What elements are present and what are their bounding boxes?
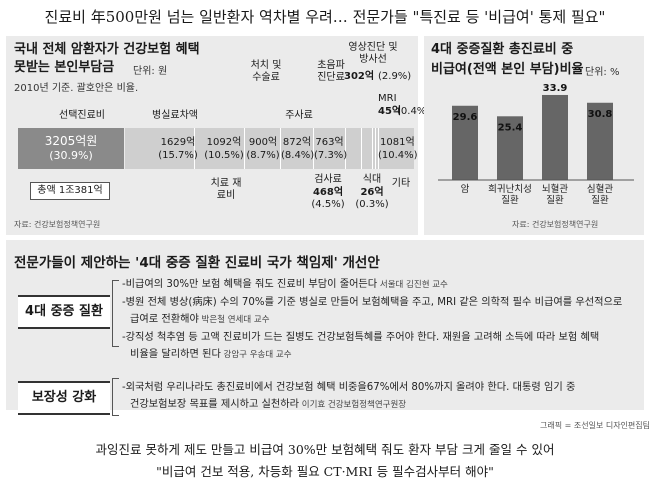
category-label: 희귀난치성	[488, 183, 532, 195]
bar-뇌혈관 질환	[542, 94, 568, 180]
proposal-item: -강직성 척추염 등 고액 진료비가 드는 질병도 건강보험특혜를 주어야 한다…	[122, 332, 600, 343]
total-box: 총액 1조381억	[30, 182, 110, 200]
proposal-item: 급여로 전환해야 박은철 연세대 교수	[130, 314, 270, 325]
value-label-초음파진단료: 763억	[315, 137, 344, 148]
category-label: 뇌혈관	[542, 183, 568, 195]
box-보장성강화: 보장성 강화	[18, 381, 110, 415]
category-label-초음파진단료: 초음파 진단료	[317, 60, 345, 83]
proposal-title: 전문가들이 제안하는 '4대 중증 질환 진료비 국가 책임제' 개선안	[14, 255, 380, 271]
percent-label-영상진단및방사선: (2.9%)	[378, 71, 412, 82]
headline: 진료비 年500만원 넘는 일반환자 역차별 우려… 전문가들 "특진료 등 '…	[44, 8, 606, 26]
bar-divider	[280, 128, 281, 169]
percent-label-식대: (0.3%)	[355, 199, 389, 210]
category-label: 암	[461, 183, 470, 195]
value-label-기타: 1081억	[380, 137, 415, 148]
value-label-암: 29.6	[453, 112, 478, 123]
right-chart-source: 자료: 건강보험정책연구원	[512, 220, 599, 229]
proposal-item: -병원 전체 병상(病床) 수의 70%를 기준 병실로 만들어 보험혜택을 주…	[122, 297, 623, 308]
category-label-영상진단및방사선: 영상진단 및 방사선	[348, 42, 398, 65]
category-label: 심혈관	[587, 183, 613, 195]
bar-segment-rest	[125, 128, 414, 169]
proposal-items-1: -비급여의 30%만 보험 혜택을 줘도 진료비 부담이 줄어든다 서울대 김진…	[122, 276, 640, 364]
right-chart-unit: 단위: %	[585, 67, 620, 78]
bar-divider	[372, 128, 373, 169]
proposal-item: -외국처럼 우리나라도 총진료비에서 건강보험 혜택 비중을67%에서 80%까…	[122, 382, 576, 393]
bar-segment-선택진료비	[18, 128, 124, 169]
category-label: 질환	[591, 194, 609, 206]
bar-divider	[244, 128, 245, 169]
bar-암	[452, 105, 478, 180]
category-label-처치및수술료: 처치 및 수술료	[250, 60, 282, 83]
bar-divider	[194, 128, 195, 169]
percent-label-병실료차액: (15.7%)	[158, 150, 198, 161]
percent-label-검사료: (4.5%)	[311, 199, 345, 210]
subheadline-1: 과잉진료 못하게 제도 만들고 비급여 30%만 보험혜택 줘도 환자 부담 크…	[95, 442, 555, 457]
value-label-병실료차액: 1629억	[160, 137, 196, 148]
value-label-MRI: 45억	[378, 106, 402, 117]
box-4대중증질환: 4대 중증 질환	[18, 295, 110, 329]
category-label-주사료: 주사료	[285, 110, 313, 121]
percent-label-기타: (10.4%)	[378, 150, 418, 161]
percent-label-처치및수술료: (8.7%)	[246, 150, 280, 161]
category-label: 질환	[546, 194, 564, 206]
bracket	[112, 378, 119, 416]
value-label-검사료: 468억	[312, 187, 344, 198]
left-chart-unit: 단위: 원	[133, 66, 168, 77]
value-label-심혈관 질환: 30.8	[588, 109, 613, 120]
graphic-credit: 그래픽 = 조선일보 디자인편집팀	[540, 421, 650, 430]
percent-label-초음파진단료: (7.3%)	[314, 150, 348, 161]
value-label-처치및수술료: 900억	[248, 137, 278, 148]
value-label-영상진단및방사선: 302억	[344, 71, 375, 82]
category-label-병실료차액: 병실료차액	[152, 110, 198, 121]
category-label-선택진료비: 선택진료비	[59, 110, 105, 121]
proposal-item: -비급여의 30%만 보험 혜택을 줘도 진료비 부담이 줄어든다 서울대 김진…	[122, 279, 448, 290]
category-label-기타: 기타	[391, 178, 411, 189]
percent-label-치료재료비: (10.5%)	[204, 150, 244, 161]
bracket	[112, 280, 119, 347]
bar-divider	[378, 128, 379, 169]
percent-label-MRI: (0.4%)	[397, 106, 431, 117]
value-label-뇌혈관 질환: 33.9	[543, 83, 568, 94]
subheadline-2: "비급여 건보 적용, 차등화 필요 CT·MRI 등 필수검사부터 해야"	[156, 464, 494, 479]
bar-divider	[313, 128, 314, 169]
category-label: 질환	[501, 194, 519, 206]
left-chart-title-line1: 국내 전체 암환자가 건강보험 혜택	[14, 42, 200, 57]
bar-divider	[345, 128, 346, 169]
left-chart-source: 자료: 건강보험정책연구원	[14, 220, 101, 229]
value-label-주사료: 872억	[282, 137, 312, 148]
value-label-희귀난치성 질환: 25.4	[498, 122, 523, 133]
category-label-치료재료비: 치료 재료비	[210, 178, 242, 201]
category-label-식대: 식대	[362, 174, 382, 185]
bar-divider	[361, 128, 362, 169]
proposal-item: 건강보험보장 목표를 제시하고 실천하라 이기효 건강보험정책연구원장	[130, 399, 407, 410]
value-label-치료재료비: 1092억	[206, 137, 242, 148]
left-chart-note: 2010년 기준. 괄호안은 비율.	[14, 83, 139, 94]
right-chart-title-line1: 4대 중증질환 총진료비 중	[431, 42, 574, 57]
bar-심혈관 질환	[587, 102, 613, 180]
right-chart-title-line2: 비급여(전액 본인 부담)비율	[431, 62, 584, 77]
percent-label-주사료: (8.4%)	[281, 150, 315, 161]
value-label-선택진료비: 3205억원	[44, 134, 98, 148]
percent-label-선택진료비: (30.9%)	[49, 149, 93, 162]
category-label-MRI: MRI	[378, 93, 397, 104]
value-label-식대: 26억	[360, 187, 384, 198]
category-label-검사료: 검사료	[314, 174, 342, 185]
bar-희귀난치성 질환	[497, 116, 523, 180]
left-chart-title-line2: 못받는 본인부담금	[14, 60, 115, 75]
bar-divider	[375, 128, 376, 169]
proposal-item: 비율을 달리하면 된다 강암구 우송대 교수	[130, 349, 292, 360]
proposal-items-2: -외국처럼 우리나라도 총진료비에서 건강보험 혜택 비중을67%에서 80%까…	[122, 379, 640, 414]
